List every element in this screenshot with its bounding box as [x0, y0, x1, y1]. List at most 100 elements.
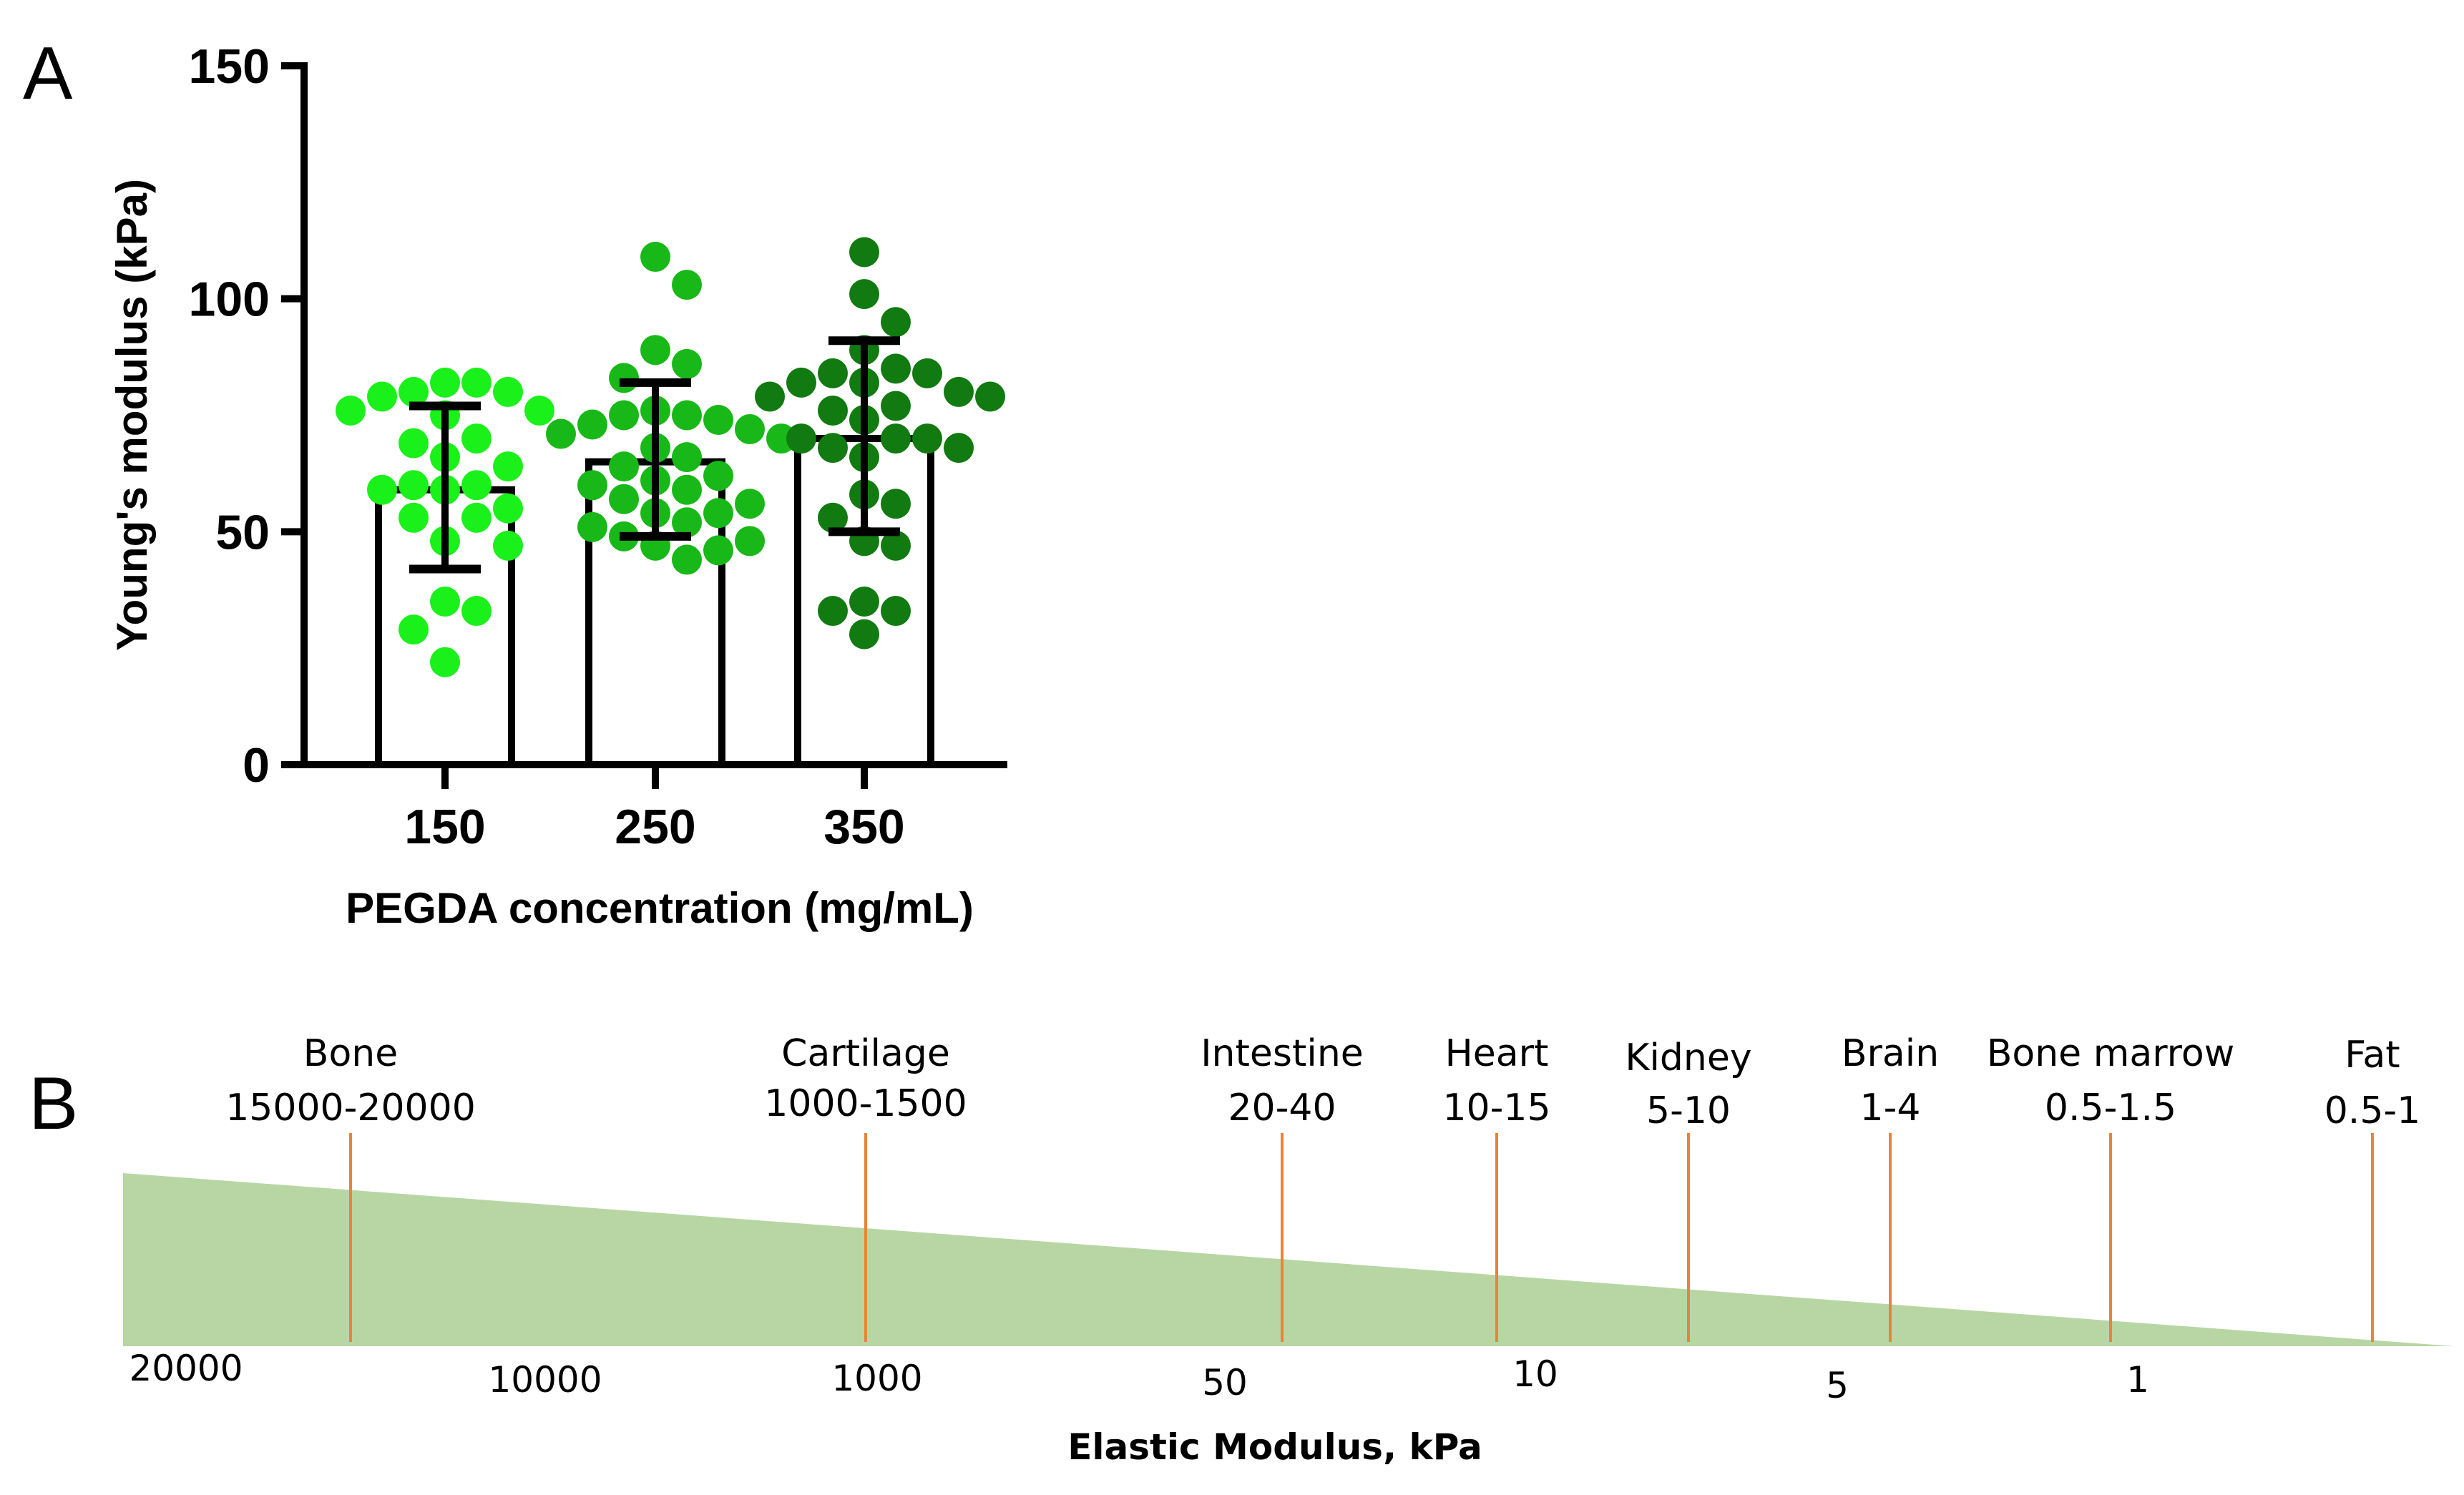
- data-point: [849, 587, 879, 617]
- x-axis-title-a: PEGDA concentration (mg/mL): [346, 884, 974, 932]
- data-point: [672, 270, 702, 300]
- scale-label: 5: [1826, 1365, 1849, 1406]
- y-tick-label: 50: [215, 505, 270, 559]
- data-point: [524, 395, 554, 426]
- data-point: [640, 335, 670, 366]
- data-point: [881, 307, 911, 338]
- data-point: [881, 489, 911, 519]
- data-point: [461, 367, 492, 398]
- data-point: [577, 409, 607, 440]
- data-point: [493, 376, 523, 407]
- data-point: [818, 596, 848, 627]
- data-point: [609, 400, 639, 431]
- data-point: [461, 423, 492, 454]
- tissue-range: 20-40: [1228, 1087, 1336, 1129]
- data-point: [430, 647, 460, 677]
- tissue-name: Cartilage: [781, 1032, 950, 1075]
- data-point: [881, 423, 911, 454]
- scale-label: 1: [2126, 1359, 2149, 1401]
- tissue-range: 0.5-1.5: [2045, 1087, 2176, 1129]
- panel-label-b: B: [29, 1062, 78, 1145]
- tissue-name: Intestine: [1201, 1032, 1364, 1075]
- data-point: [735, 526, 765, 557]
- data-point: [703, 498, 733, 529]
- data-point: [609, 484, 639, 514]
- data-point: [461, 502, 492, 533]
- panel-a-bar-chart: 0 50 100 150 150 250 350 PEGDA concentration (…: [108, 39, 1007, 932]
- data-point: [672, 474, 702, 505]
- tissue-range: 0.5-1: [2324, 1089, 2421, 1132]
- data-point: [818, 433, 848, 464]
- tissue-name: Bone marrow: [1987, 1032, 2235, 1075]
- data-point: [430, 367, 460, 398]
- data-point: [912, 358, 942, 388]
- x-axis-title-b: Elastic Modulus, kPa: [1067, 1426, 1482, 1468]
- panel-b-stiffness-scale: Bone 15000-20000 Cartilage 1000-1500 Intesti…: [123, 1032, 2454, 1468]
- data-point: [818, 358, 848, 388]
- data-point: [818, 502, 848, 533]
- data-point: [786, 367, 816, 398]
- data-point: [672, 442, 702, 473]
- data-point: [493, 451, 523, 482]
- data-point: [577, 470, 607, 501]
- x-tick-label: 350: [823, 800, 904, 854]
- tissue-range: 5-10: [1646, 1089, 1731, 1132]
- scale-label: 20000: [129, 1348, 243, 1389]
- scale-label: 10000: [488, 1359, 602, 1401]
- data-point: [367, 381, 397, 412]
- data-point: [367, 474, 397, 505]
- data-point: [849, 619, 879, 650]
- y-tick-label: 0: [243, 738, 270, 793]
- data-point: [399, 470, 429, 501]
- tissue-name: Fat: [2345, 1034, 2400, 1077]
- scale-label: 1000: [831, 1358, 922, 1399]
- data-point: [703, 405, 733, 436]
- data-point: [735, 489, 765, 519]
- data-point: [672, 507, 702, 538]
- scale-label: 50: [1202, 1362, 1248, 1403]
- data-point: [849, 237, 879, 268]
- tissue-range: 1-4: [1860, 1087, 1921, 1129]
- data-point: [672, 400, 702, 431]
- tissue-range: 10-15: [1442, 1087, 1550, 1129]
- data-point: [735, 414, 765, 445]
- tissue-name: Bone: [303, 1032, 398, 1075]
- data-point: [786, 423, 816, 454]
- data-point: [755, 381, 785, 412]
- data-point: [881, 530, 911, 561]
- data-point: [849, 279, 879, 310]
- data-point: [672, 544, 702, 575]
- data-point: [336, 395, 366, 426]
- tissue-labels: Bone 15000-20000 Cartilage 1000-1500 Intesti…: [225, 1032, 2420, 1132]
- data-point: [818, 395, 848, 426]
- data-point: [430, 587, 460, 617]
- data-point: [399, 376, 429, 407]
- tissue-name: Brain: [1842, 1032, 1939, 1075]
- data-point: [944, 433, 974, 464]
- data-point: [609, 363, 639, 393]
- data-point: [881, 391, 911, 421]
- data-point: [399, 614, 429, 645]
- data-point: [944, 376, 974, 407]
- data-point: [881, 353, 911, 384]
- data-point: [399, 502, 429, 533]
- scale-labels: 20000 10000 1000 50 10 5 1: [129, 1348, 2148, 1406]
- scale-label: 10: [1512, 1353, 1558, 1395]
- tissue-range: 1000-1500: [764, 1082, 967, 1125]
- data-point: [461, 596, 492, 627]
- data-point: [640, 242, 670, 273]
- data-point: [703, 461, 733, 491]
- y-tick-label: 100: [189, 273, 270, 327]
- data-point: [493, 530, 523, 561]
- data-point: [461, 470, 492, 501]
- tissue-range: 15000-20000: [225, 1087, 476, 1129]
- panel-label-a: A: [23, 32, 73, 115]
- data-point: [672, 348, 702, 379]
- y-axis-title-a: Young's modulus (kPa): [108, 179, 156, 651]
- panel-a-error-bars: [409, 336, 900, 574]
- panel-a-labels: 0 50 100 150 150 250 350: [189, 39, 905, 854]
- tissue-markers: [349, 1133, 2374, 1342]
- x-tick-label: 150: [404, 800, 485, 854]
- x-tick-label: 250: [615, 800, 695, 854]
